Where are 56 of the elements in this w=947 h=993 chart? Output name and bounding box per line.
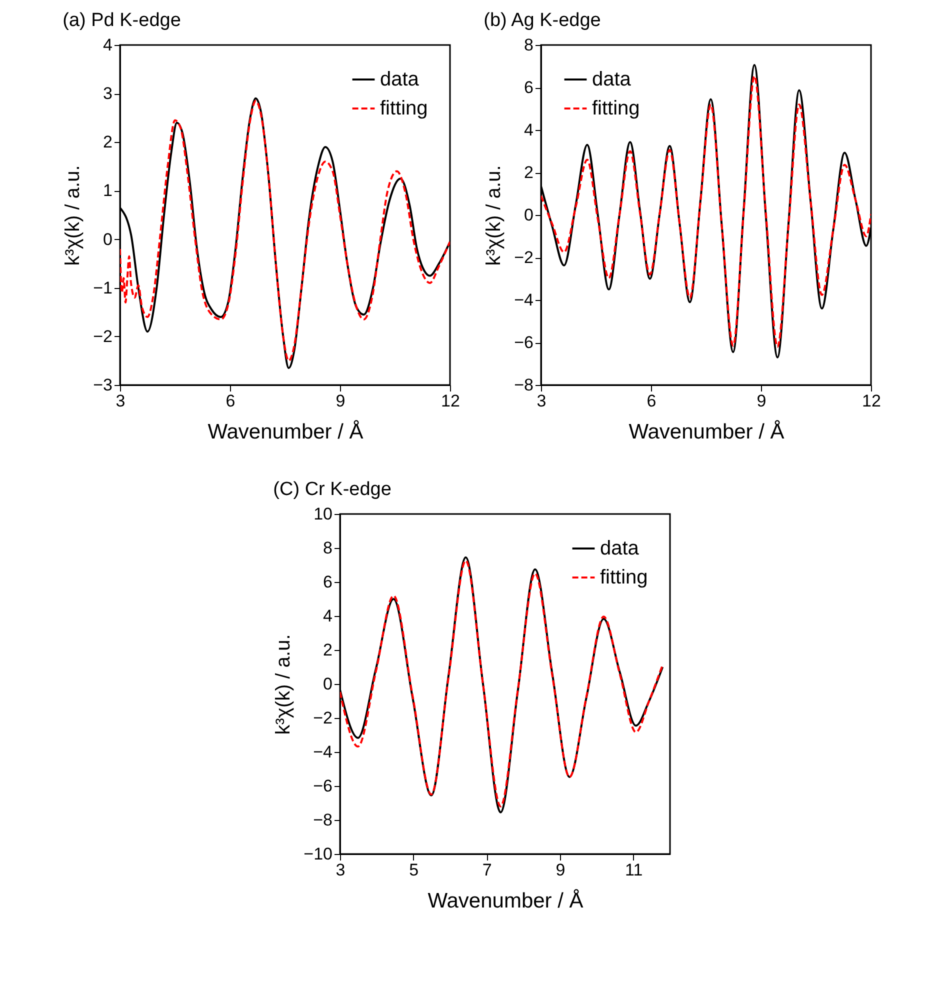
x-tick-label: 12: [440, 392, 460, 410]
x-axis-title: Wavenumber / Å: [628, 420, 784, 444]
x-tick-label: 9: [555, 860, 565, 880]
y-tick-label: −6: [514, 333, 533, 352]
chart-title: (C) Cr K-edge: [272, 479, 391, 500]
x-axis-title: Wavenumber / Å: [427, 888, 583, 912]
x-axis-title: Wavenumber / Å: [207, 420, 363, 444]
x-tick-label: 3: [536, 392, 546, 410]
x-tick-label: 11: [624, 860, 642, 880]
y-tick-label: −10: [303, 844, 332, 864]
legend-label: fitting: [592, 98, 640, 120]
y-tick-label: 8: [322, 538, 332, 558]
legend-label: fitting: [600, 566, 648, 588]
y-tick-label: −4: [514, 290, 533, 310]
chart-title: (a) Pd K-edge: [62, 10, 180, 31]
y-axis-title: k³χ(k) / a.u.: [62, 165, 84, 266]
y-tick-label: 6: [322, 572, 332, 592]
x-tick-label: 6: [646, 392, 656, 410]
y-tick-label: −3: [92, 376, 112, 394]
y-axis-title: k³χ(k) / a.u.: [482, 165, 505, 266]
y-tick-label: 2: [102, 132, 112, 152]
legend-label: data: [592, 68, 632, 90]
x-tick-label: 6: [225, 392, 235, 410]
y-tick-label: 4: [102, 36, 112, 54]
y-tick-label: −2: [92, 326, 112, 346]
y-tick-label: 6: [524, 78, 533, 97]
y-tick-label: 3: [102, 84, 112, 104]
legend-label: data: [600, 538, 640, 560]
legend-label: fitting: [380, 98, 428, 120]
y-tick-label: −6: [312, 776, 332, 796]
y-tick-label: 2: [322, 640, 332, 660]
y-tick-label: 0: [322, 674, 332, 694]
legend-label: data: [380, 68, 420, 90]
y-tick-label: 2: [524, 163, 533, 182]
y-tick-label: 1: [102, 181, 112, 200]
y-tick-label: 4: [524, 120, 533, 140]
x-tick-label: 12: [862, 392, 880, 410]
y-axis-title: k³χ(k) / a.u.: [272, 634, 294, 735]
chart-title: (b) Ag K-edge: [483, 10, 600, 31]
x-tick-label: 7: [482, 860, 492, 880]
x-tick-label: 5: [408, 860, 418, 880]
x-tick-label: 9: [756, 392, 766, 410]
y-tick-label: −2: [514, 248, 533, 267]
x-tick-label: 9: [335, 392, 345, 410]
y-tick-label: −4: [312, 742, 332, 762]
y-tick-label: 10: [313, 504, 332, 524]
y-tick-label: 0: [524, 206, 533, 224]
x-tick-label: 3: [115, 392, 125, 410]
y-tick-label: −8: [312, 810, 332, 830]
y-tick-label: 8: [524, 36, 533, 54]
y-tick-label: −8: [514, 376, 533, 394]
y-tick-label: −1: [92, 278, 112, 298]
y-tick-label: −2: [312, 708, 332, 728]
y-tick-label: 0: [102, 230, 112, 249]
y-tick-label: 4: [322, 606, 332, 626]
x-tick-label: 3: [335, 860, 345, 880]
